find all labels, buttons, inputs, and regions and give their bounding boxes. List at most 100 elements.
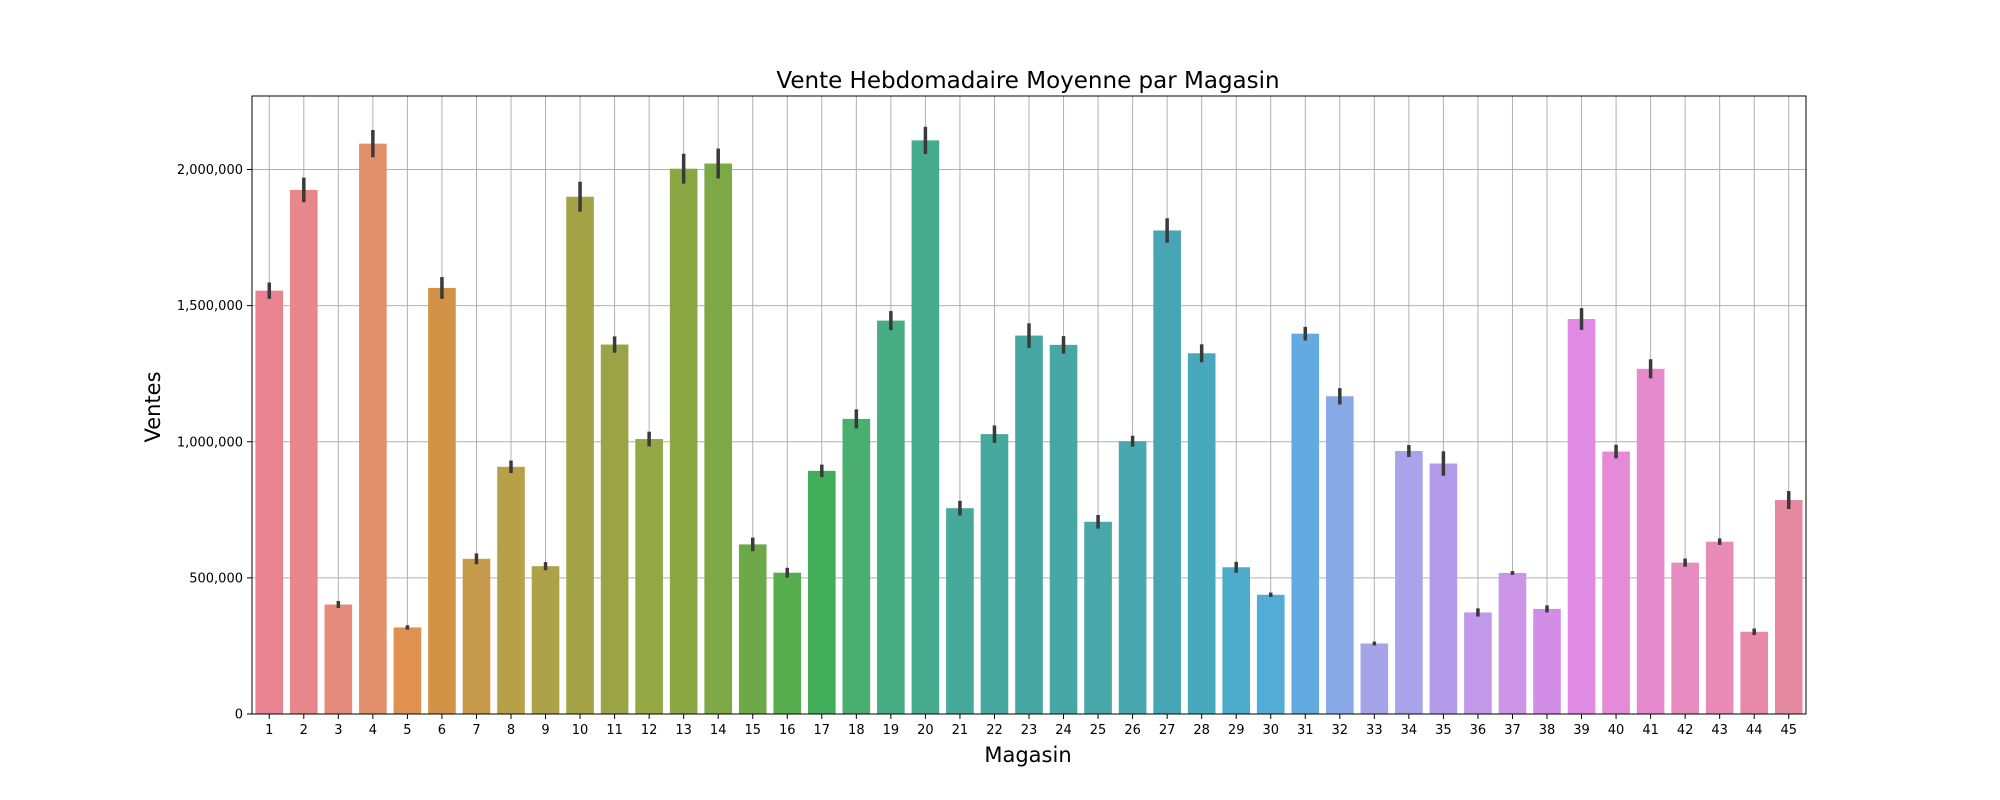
bar <box>704 163 733 714</box>
bar <box>1395 451 1423 714</box>
bar <box>1360 643 1389 714</box>
x-tick-label: 18 <box>848 723 865 738</box>
bar <box>1498 572 1527 714</box>
y-axis-label: Ventes <box>141 371 165 442</box>
bar <box>1533 608 1561 714</box>
x-tick-label: 17 <box>814 723 831 738</box>
x-tick-label: 19 <box>883 723 900 738</box>
bar <box>1602 451 1630 714</box>
x-tick-label: 43 <box>1711 723 1728 738</box>
x-tick-label: 3 <box>334 723 342 738</box>
bar <box>497 466 525 714</box>
bar <box>738 544 767 714</box>
bar <box>773 572 802 714</box>
x-tick-label: 4 <box>369 723 377 738</box>
x-tick-label: 10 <box>572 723 589 738</box>
bar <box>877 320 905 714</box>
bar <box>911 140 940 714</box>
bar <box>1774 500 1803 714</box>
bar <box>1118 441 1147 714</box>
bar <box>980 434 1009 714</box>
x-tick-label: 45 <box>1780 723 1797 738</box>
bar <box>1291 333 1320 714</box>
x-axis-label: Magasin <box>984 743 1071 767</box>
y-axis-ticks: 0 500,000 1,000,000 1,500,000 2,000,000 <box>177 163 252 723</box>
x-tick-label: 39 <box>1573 723 1590 738</box>
y-tick-label: 1,000,000 <box>177 435 243 450</box>
x-tick-label: 30 <box>1262 723 1279 738</box>
x-tick-label: 12 <box>641 723 658 738</box>
x-tick-label: 32 <box>1332 723 1349 738</box>
x-tick-label: 27 <box>1159 723 1176 738</box>
x-tick-label: 42 <box>1677 723 1694 738</box>
x-tick-label: 24 <box>1055 723 1072 738</box>
bar <box>255 290 284 714</box>
bar <box>1187 353 1216 714</box>
bar <box>1049 344 1078 714</box>
x-tick-label: 31 <box>1297 723 1314 738</box>
x-tick-label: 25 <box>1090 723 1107 738</box>
bar <box>531 566 560 714</box>
bar <box>1222 567 1251 714</box>
x-tick-label: 15 <box>744 723 761 738</box>
x-tick-label: 41 <box>1642 723 1659 738</box>
bar <box>807 470 836 714</box>
x-tick-label: 33 <box>1366 723 1383 738</box>
x-tick-label: 29 <box>1228 723 1245 738</box>
bar <box>635 439 663 714</box>
bar <box>1464 612 1492 714</box>
bar <box>428 287 456 714</box>
bar <box>1740 631 1769 714</box>
bar <box>1325 396 1354 714</box>
y-tick-label: 500,000 <box>189 571 243 586</box>
x-tick-label: 13 <box>675 723 692 738</box>
bar <box>1636 368 1665 714</box>
bar <box>393 627 422 714</box>
error-bars <box>267 126 1791 646</box>
x-tick-label: 36 <box>1470 723 1487 738</box>
chart-title: Vente Hebdomadaire Moyenne par Magasin <box>776 68 1279 94</box>
y-tick-label: 1,500,000 <box>177 299 243 314</box>
bar <box>1567 318 1596 714</box>
x-tick-label: 23 <box>1021 723 1038 738</box>
x-tick-label: 1 <box>265 723 273 738</box>
x-tick-label: 21 <box>952 723 969 738</box>
bar <box>669 168 698 714</box>
bar <box>1015 335 1043 714</box>
x-tick-label: 7 <box>472 723 480 738</box>
bar <box>1153 230 1181 714</box>
x-tick-label: 34 <box>1401 723 1418 738</box>
x-tick-label: 16 <box>779 723 796 738</box>
y-tick-label: 2,000,000 <box>177 163 243 178</box>
bar <box>1671 562 1699 714</box>
bar <box>1084 521 1112 714</box>
x-tick-label: 2 <box>300 723 308 738</box>
x-tick-label: 44 <box>1746 723 1763 738</box>
x-axis-ticks: 1 2 3 4 5 6 7 8 9 10 11 12 13 14 15 16 17 18 19 20 21 22 23 24 2… <box>265 714 1797 738</box>
x-tick-label: 9 <box>541 723 549 738</box>
bar <box>842 418 871 714</box>
bar <box>946 508 974 714</box>
bar <box>324 604 353 714</box>
bar <box>600 344 629 714</box>
bar <box>566 196 594 715</box>
x-tick-label: 40 <box>1608 723 1625 738</box>
x-tick-label: 11 <box>606 723 623 738</box>
x-tick-label: 28 <box>1193 723 1210 738</box>
bar <box>289 189 318 714</box>
y-tick-label: 0 <box>235 708 243 723</box>
x-tick-label: 14 <box>710 723 727 738</box>
bars <box>255 140 1803 715</box>
x-tick-label: 5 <box>403 723 411 738</box>
x-tick-label: 22 <box>986 723 1003 738</box>
x-tick-label: 20 <box>917 723 934 738</box>
x-tick-label: 37 <box>1504 723 1521 738</box>
bar <box>1256 594 1285 714</box>
bar <box>359 143 387 714</box>
x-tick-label: 8 <box>507 723 515 738</box>
x-tick-label: 6 <box>438 723 446 738</box>
x-tick-label: 35 <box>1435 723 1452 738</box>
x-tick-label: 38 <box>1539 723 1556 738</box>
bar <box>1429 463 1458 714</box>
